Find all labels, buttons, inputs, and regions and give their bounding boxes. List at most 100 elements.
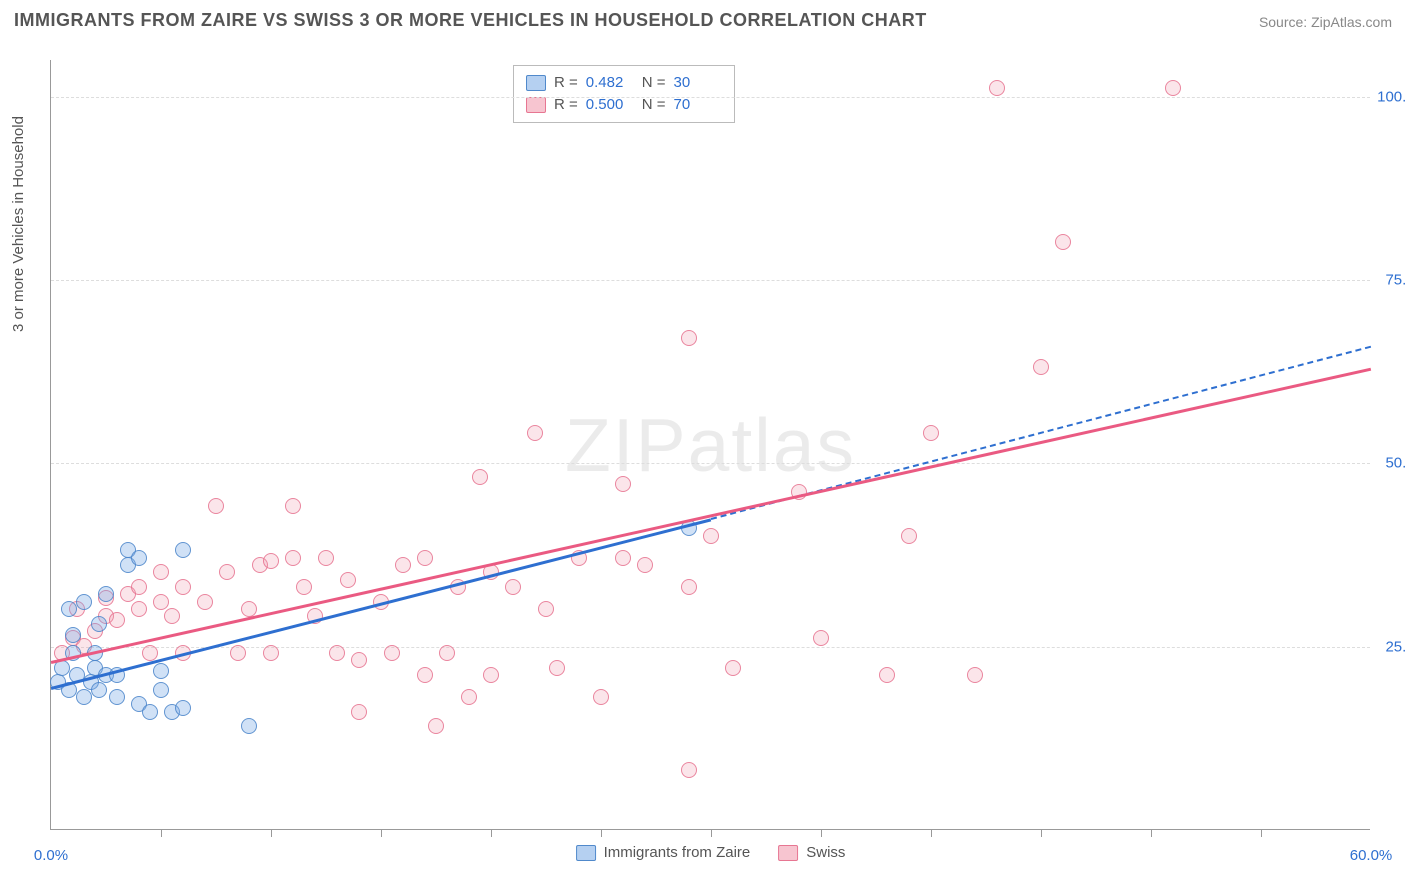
plot-area: ZIPatlas R =0.482N =30R =0.500N =70 Immi… xyxy=(50,60,1370,830)
data-point-pink xyxy=(681,762,697,778)
data-point-blue xyxy=(65,627,81,643)
data-point-pink xyxy=(505,579,521,595)
data-point-blue xyxy=(153,663,169,679)
chart-title: IMMIGRANTS FROM ZAIRE VS SWISS 3 OR MORE… xyxy=(14,10,927,31)
gridline-h xyxy=(51,280,1370,281)
data-point-pink xyxy=(483,667,499,683)
legend-correlation-stats: R =0.482N =30R =0.500N =70 xyxy=(513,65,735,123)
data-point-pink xyxy=(384,645,400,661)
data-point-pink xyxy=(329,645,345,661)
source-attribution: Source: ZipAtlas.com xyxy=(1259,14,1392,30)
data-point-pink xyxy=(153,594,169,610)
data-point-blue xyxy=(241,718,257,734)
data-point-pink xyxy=(549,660,565,676)
data-point-pink xyxy=(351,652,367,668)
data-point-blue xyxy=(153,682,169,698)
data-point-pink xyxy=(395,557,411,573)
data-point-pink xyxy=(989,80,1005,96)
r-label: R = xyxy=(554,72,578,94)
x-minor-tick xyxy=(1041,829,1042,837)
x-tick-label: 0.0% xyxy=(34,847,68,864)
correlation-chart: IMMIGRANTS FROM ZAIRE VS SWISS 3 OR MORE… xyxy=(0,0,1406,892)
data-point-pink xyxy=(417,550,433,566)
legend-stat-row: R = 0.482 N = 30 xyxy=(526,72,722,94)
y-tick-label: 50.0% xyxy=(1385,455,1406,472)
data-point-pink xyxy=(131,601,147,617)
data-point-pink xyxy=(318,550,334,566)
data-point-blue xyxy=(98,586,114,602)
legend-item: Swiss xyxy=(778,844,845,861)
trend-line xyxy=(51,368,1372,664)
data-point-pink xyxy=(351,704,367,720)
gridline-h xyxy=(51,647,1370,648)
data-point-pink xyxy=(296,579,312,595)
legend-series: Immigrants from Zaire Swiss xyxy=(576,844,846,861)
data-point-blue xyxy=(76,689,92,705)
legend-swatch-blue xyxy=(526,75,546,91)
data-point-pink xyxy=(1165,80,1181,96)
data-point-pink xyxy=(461,689,477,705)
data-point-blue xyxy=(76,594,92,610)
data-point-pink xyxy=(142,645,158,661)
data-point-pink xyxy=(615,550,631,566)
data-point-pink xyxy=(967,667,983,683)
r-value: 0.482 xyxy=(586,72,634,94)
y-tick-label: 75.0% xyxy=(1385,272,1406,289)
data-point-pink xyxy=(417,667,433,683)
x-minor-tick xyxy=(271,829,272,837)
y-tick-label: 100.0% xyxy=(1377,88,1406,105)
data-point-blue xyxy=(142,704,158,720)
legend-swatch-pink xyxy=(526,97,546,113)
legend-label: Swiss xyxy=(806,844,845,861)
data-point-pink xyxy=(615,476,631,492)
trend-line xyxy=(51,518,712,689)
n-label: N = xyxy=(642,72,666,94)
data-point-pink xyxy=(1033,359,1049,375)
data-point-pink xyxy=(164,608,180,624)
x-minor-tick xyxy=(1261,829,1262,837)
data-point-pink xyxy=(1055,234,1071,250)
x-minor-tick xyxy=(931,829,932,837)
y-axis-label: 3 or more Vehicles in Household xyxy=(10,116,27,332)
watermark: ZIPatlas xyxy=(565,402,856,488)
data-point-blue xyxy=(131,550,147,566)
data-point-pink xyxy=(439,645,455,661)
data-point-pink xyxy=(197,594,213,610)
data-point-pink xyxy=(681,330,697,346)
data-point-pink xyxy=(538,601,554,617)
data-point-pink xyxy=(472,469,488,485)
legend-swatch-blue xyxy=(576,845,596,861)
n-value: 30 xyxy=(674,72,722,94)
data-point-blue xyxy=(175,542,191,558)
data-point-pink xyxy=(703,528,719,544)
data-point-pink xyxy=(681,579,697,595)
data-point-pink xyxy=(593,689,609,705)
y-tick-label: 25.0% xyxy=(1385,638,1406,655)
data-point-pink xyxy=(208,498,224,514)
data-point-pink xyxy=(813,630,829,646)
data-point-blue xyxy=(109,689,125,705)
x-minor-tick xyxy=(821,829,822,837)
legend-swatch-pink xyxy=(778,845,798,861)
data-point-pink xyxy=(527,425,543,441)
data-point-pink xyxy=(263,645,279,661)
data-point-pink xyxy=(340,572,356,588)
x-tick-label: 60.0% xyxy=(1350,847,1393,864)
data-point-pink xyxy=(175,579,191,595)
data-point-pink xyxy=(725,660,741,676)
x-minor-tick xyxy=(711,829,712,837)
data-point-pink xyxy=(923,425,939,441)
data-point-pink xyxy=(637,557,653,573)
data-point-pink xyxy=(109,612,125,628)
x-minor-tick xyxy=(1151,829,1152,837)
legend-item: Immigrants from Zaire xyxy=(576,844,751,861)
data-point-pink xyxy=(285,550,301,566)
gridline-h xyxy=(51,97,1370,98)
data-point-pink xyxy=(219,564,235,580)
data-point-pink xyxy=(263,553,279,569)
data-point-pink xyxy=(285,498,301,514)
data-point-blue xyxy=(91,616,107,632)
data-point-pink xyxy=(153,564,169,580)
data-point-blue xyxy=(91,682,107,698)
data-point-blue xyxy=(61,601,77,617)
